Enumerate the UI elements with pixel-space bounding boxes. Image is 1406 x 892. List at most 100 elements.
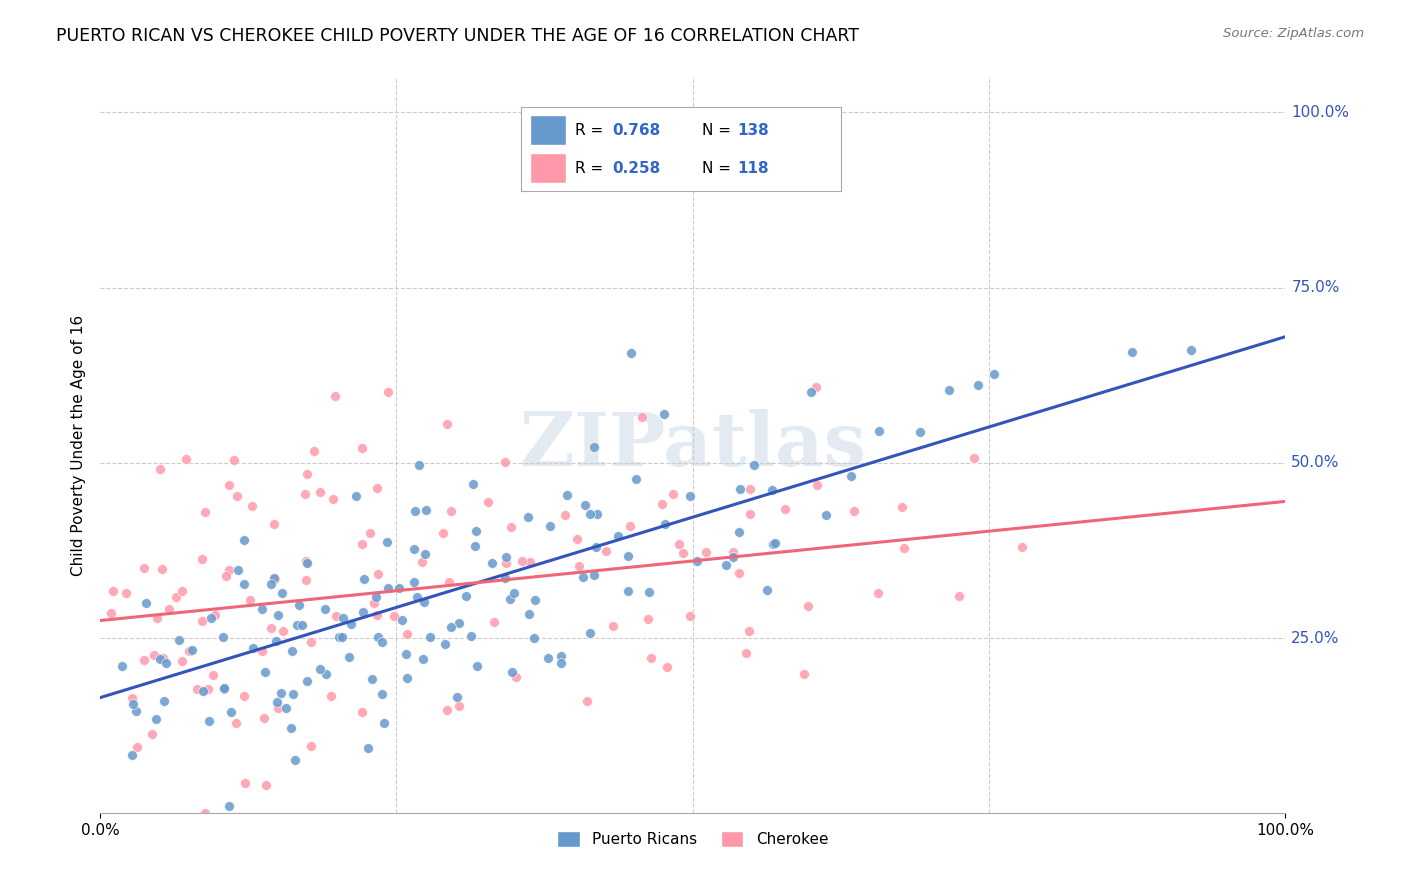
Point — [495, 549, 517, 564]
Point — [143, 648, 166, 662]
Point — [565, 532, 588, 546]
Point — [391, 613, 413, 627]
Point — [908, 425, 931, 439]
Point — [232, 689, 254, 703]
Point — [145, 713, 167, 727]
Point — [352, 605, 374, 619]
Point — [103, 583, 125, 598]
Point — [619, 519, 641, 533]
Legend: Puerto Ricans, Cherokee: Puerto Ricans, Cherokee — [551, 825, 834, 854]
Point — [465, 659, 488, 673]
Point — [737, 624, 759, 638]
Point — [322, 492, 344, 507]
Point — [891, 500, 914, 514]
Point — [221, 705, 243, 719]
Point — [264, 573, 287, 587]
Point — [149, 462, 172, 476]
Point — [662, 486, 685, 500]
Point — [585, 540, 607, 554]
Point — [460, 629, 482, 643]
Point — [433, 637, 456, 651]
Point — [740, 482, 762, 496]
Point — [371, 687, 394, 701]
Point — [157, 601, 180, 615]
Point — [194, 806, 217, 821]
Point — [295, 554, 318, 568]
Point — [344, 489, 367, 503]
Point — [494, 571, 516, 585]
Point — [738, 507, 761, 521]
Point — [465, 524, 488, 539]
Point — [797, 599, 820, 613]
Point — [617, 583, 640, 598]
Point — [554, 508, 576, 523]
Point — [325, 609, 347, 624]
Point — [630, 409, 652, 424]
Point — [267, 701, 290, 715]
Point — [239, 593, 262, 607]
Point — [440, 504, 463, 518]
Point — [340, 617, 363, 632]
Point — [363, 596, 385, 610]
Point — [174, 451, 197, 466]
Point — [121, 690, 143, 705]
Point — [1011, 540, 1033, 554]
Point — [110, 659, 132, 673]
Point — [866, 586, 889, 600]
Point — [672, 546, 695, 560]
Point — [240, 499, 263, 513]
Point — [361, 672, 384, 686]
Point — [377, 385, 399, 400]
Point — [948, 589, 970, 603]
Point — [350, 536, 373, 550]
Point — [440, 620, 463, 634]
Point — [330, 630, 353, 644]
Point — [226, 489, 249, 503]
Point — [762, 537, 785, 551]
Point — [512, 553, 534, 567]
Point — [432, 526, 454, 541]
Point — [321, 689, 343, 703]
Point — [281, 643, 304, 657]
Point — [755, 583, 778, 598]
Point — [200, 611, 222, 625]
Point — [100, 606, 122, 620]
Point — [966, 378, 988, 392]
Point — [499, 520, 522, 534]
Point — [280, 721, 302, 735]
Point — [806, 478, 828, 492]
Point — [225, 716, 247, 731]
Point — [254, 665, 277, 679]
Point — [616, 549, 638, 564]
Point — [404, 504, 426, 518]
Point — [499, 591, 522, 606]
Point — [524, 592, 547, 607]
Point — [299, 635, 322, 649]
Point — [572, 570, 595, 584]
Point — [411, 554, 433, 568]
Point — [218, 563, 240, 577]
Point — [132, 653, 155, 667]
Point — [728, 524, 751, 539]
Point — [285, 618, 308, 632]
Point — [191, 552, 214, 566]
Point — [679, 609, 702, 624]
Point — [149, 652, 172, 666]
Point — [181, 643, 204, 657]
Point — [290, 618, 312, 632]
Point — [550, 657, 572, 671]
Point — [233, 533, 256, 547]
Point — [367, 631, 389, 645]
Point — [454, 589, 477, 603]
Point — [579, 626, 602, 640]
Point — [254, 779, 277, 793]
Point — [253, 711, 276, 725]
Text: 50.0%: 50.0% — [1291, 455, 1340, 470]
Point — [436, 703, 458, 717]
Point — [263, 571, 285, 585]
Point — [624, 472, 647, 486]
Point — [761, 483, 783, 498]
Point — [637, 612, 659, 626]
Point — [481, 556, 503, 570]
Text: 75.0%: 75.0% — [1291, 280, 1340, 295]
